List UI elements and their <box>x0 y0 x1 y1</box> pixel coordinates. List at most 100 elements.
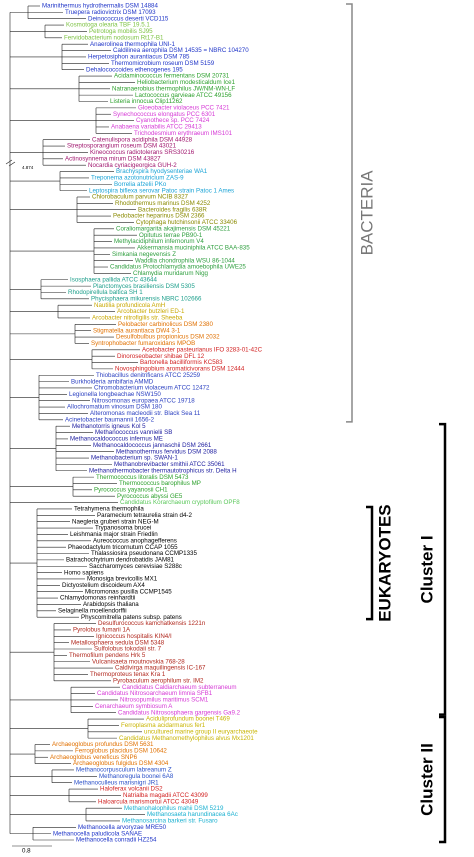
taxon-label: Thiobacillus denitrificans ATCC 25259 <box>96 372 201 379</box>
taxon-label: Opitutus terrae PB90-1 <box>139 232 203 239</box>
clade-stem <box>10 76 80 102</box>
taxon-label: Acidaminococcus fermentans DSM 20731 <box>114 73 230 80</box>
taxon-label: Arcobacter butzleri ED-1 <box>117 308 185 315</box>
taxon-label: Caldilinea aerophila DSM 14535 = NBRC 10… <box>113 47 249 54</box>
taxon-label: Kineococcus radiotolerans SRS30216 <box>90 149 195 156</box>
taxon-label: Isosphaera pallida ATCC 43644 <box>70 276 157 283</box>
clade-stem <box>10 426 57 471</box>
taxon-label: Phaeodactylum tricornutum CCAP 1055 <box>68 544 178 551</box>
taxon-label: Leishmania major strain Friedlin <box>70 531 158 538</box>
taxon-label: uncultured marine group II euryarchaeote <box>144 728 258 735</box>
bracket <box>366 505 374 621</box>
taxon-label: Archaeoglobus profundus DSM 5631 <box>52 741 154 748</box>
taxon-label: Candidatus Nitrosoarchaeum limnia SFB1 <box>97 690 213 697</box>
taxon-label: Rhodopirellula baltica SH 1 <box>68 289 143 296</box>
taxon-label: Cenarchaeum symbiosum A <box>95 703 173 710</box>
clade-stem <box>10 769 53 783</box>
clade-stem <box>10 508 38 618</box>
taxon-label: Monosiga brevicollis MX1 <box>87 576 158 583</box>
taxon-label: Chlorobaculum parvum NCIB 8327 <box>92 194 189 201</box>
taxon-label: Acetobacter pasteurianus IFO 3283-01-42C <box>142 346 263 353</box>
taxon-label: Legionella longbeachae NSW150 <box>69 391 161 398</box>
clade-stem <box>10 687 72 713</box>
taxon-label: Lactococcus garvieae ATCC 49156 <box>135 92 232 99</box>
taxon-label: Waddlia chondrophila WSU 86-1044 <box>135 257 235 264</box>
taxon-label: Bacteroides fragilis 638R <box>138 206 207 213</box>
taxon-label: Petrotoga mobilis SJ95 <box>89 28 153 35</box>
taxon-label: Pedobacter heparinus DSM 2366 <box>113 213 205 220</box>
clade-stem <box>10 139 44 166</box>
taxon-label: Simkania negevensis Z <box>112 251 176 258</box>
taxon-label: Methanocaldococcus infernus ME <box>70 436 163 443</box>
taxon-label: Nautilia profundicola AmH <box>94 302 165 309</box>
taxon-label: Thermococcus litoralis DSM 5473 <box>96 474 189 481</box>
taxon-label: Marinithermus hydrothermalis DSM 14884 <box>42 3 158 10</box>
clade-stem <box>10 107 97 134</box>
taxon-label: Candidatus Protochlamydia amoebophila UW… <box>110 264 246 271</box>
clade-stem <box>10 827 34 840</box>
taxon-label: Nitrosopumilus maritimus SCM1 <box>120 697 209 704</box>
clade-stem <box>10 25 46 38</box>
break-mark <box>5 159 16 167</box>
taxon-label: Desulfobulbus propionicus DSM 2032 <box>116 334 220 341</box>
taxon-label: Phycisphaera mikurensis NBRC 102666 <box>91 295 202 302</box>
taxon-label: Thermofilum pendens Hrk 5 <box>69 652 146 659</box>
taxon-label: Kosmotoga olearia TBF 19.5.1 <box>66 22 150 29</box>
taxon-label: Thermomicrobium roseum DSM 5159 <box>111 60 215 67</box>
taxon-label: Stigmatella aurantiaca DW4 3-1 <box>93 327 181 334</box>
taxon-label: Batrachochytrium dendrobatidis JAM81 <box>66 557 175 564</box>
taxon-label: Methanosarcina barkeri str. Fusaro <box>122 818 218 825</box>
taxon-label: Desulfurococcus kamchatkensis 1221n <box>98 620 206 627</box>
taxon-label: Aureococcus anophagefferens <box>93 537 177 544</box>
group-label: EUKARYOTES <box>375 504 394 621</box>
taxon-label: Nitrosomonas europaea ATCC 19718 <box>92 397 195 404</box>
taxon-label: Methanobacterium sp. SWAN-1 <box>91 455 178 462</box>
taxon-label: Cyanothece sp. PCC 7424 <box>136 117 210 124</box>
taxon-label: Ignicoccus hospitalis KIN4/I <box>96 633 172 640</box>
clade-stem <box>10 349 93 369</box>
clade-stem <box>10 196 78 223</box>
taxon-label: Herpetosiphon aurantiacus DSM 785 <box>88 54 190 61</box>
taxon-label: Acinetobacter baumannii 1656-2 <box>65 416 155 423</box>
clade-stem <box>10 789 70 802</box>
taxon-label: Coraliomargarita akajimensis DSM 45221 <box>116 225 231 232</box>
taxon-label: Tetrahymena thermophila <box>74 506 144 513</box>
clade-stem <box>10 44 63 70</box>
taxon-label: Borrelia afzelii PKo <box>114 181 167 188</box>
taxon-label: Pelobacter carbinolicus DSM 2380 <box>118 321 213 328</box>
branch-length: 4.874 <box>22 165 34 170</box>
taxon-label: Vulcanisaeta moutnovskia 768-28 <box>92 658 185 665</box>
taxon-label: Methanococcus vannielii SB <box>95 429 172 436</box>
taxon-label: Candidatus Korarchaeum cryptofilum OPF8 <box>120 499 240 506</box>
clade-stem <box>10 324 76 344</box>
taxon-label: Trichodesmium erythraeum IMS101 <box>134 130 233 137</box>
bracket <box>439 422 447 716</box>
taxon-label: Thermococcus barophilus MP <box>119 480 201 487</box>
taxon-label: Haloferax volcanii DS2 <box>100 786 163 793</box>
taxon-label: Akkermansia muciniphila ATCC BAA-835 <box>137 245 250 252</box>
taxon-label: Anaerolinea thermophila UNI-1 <box>90 41 176 48</box>
taxon-label: Methanothermobacter thermautotrophicus s… <box>89 467 237 474</box>
taxon-label: Natranaerobius thermophilus JW/NM-WN-LF <box>112 85 235 92</box>
taxon-label: Micromonas pusilla CCMP1545 <box>85 588 172 595</box>
group-label: Cluster I <box>417 535 436 603</box>
taxon-label: Archaeoglobus fulgidus DSM 4304 <box>73 760 169 767</box>
taxon-label: Methanoregula boonei 6A8 <box>99 773 174 780</box>
taxon-label: Methanocaldococcus jannaschii DSM 2661 <box>93 442 212 449</box>
taxon-label: Novosphingobium aromaticivorans DSM 1244… <box>115 366 245 373</box>
taxon-label: Homo sapiens <box>64 569 104 576</box>
taxon-label: Methanocorpusculum labreanum Z <box>76 767 172 774</box>
taxon-label: Paramecium tetraurelia strain d4-2 <box>97 512 192 519</box>
taxon-label: Truepera radiovictrix DSM 17093 <box>65 9 156 16</box>
taxon-label: Chlamydia muridarum Nigg <box>133 270 209 277</box>
scale-label: 0.8 <box>22 848 31 855</box>
taxon-label: Thalassiosira pseudonana CCMP1335 <box>91 550 197 557</box>
taxon-label: Dictyostelium discoideum AX4 <box>62 582 145 589</box>
group-label: BACTERIA <box>357 170 376 256</box>
taxon-label: Thermoproteus tenax Kra 1 <box>90 671 166 678</box>
taxon-label: Synechococcus elongatus PCC 6301 <box>113 111 216 118</box>
taxon-label: Methanothermus fervidus DSM 2088 <box>116 448 217 455</box>
taxon-label: Ferroglobus placidus DSM 10642 <box>75 748 167 755</box>
taxon-label: Methanobrevibacter smithii ATCC 35061 <box>114 461 225 468</box>
